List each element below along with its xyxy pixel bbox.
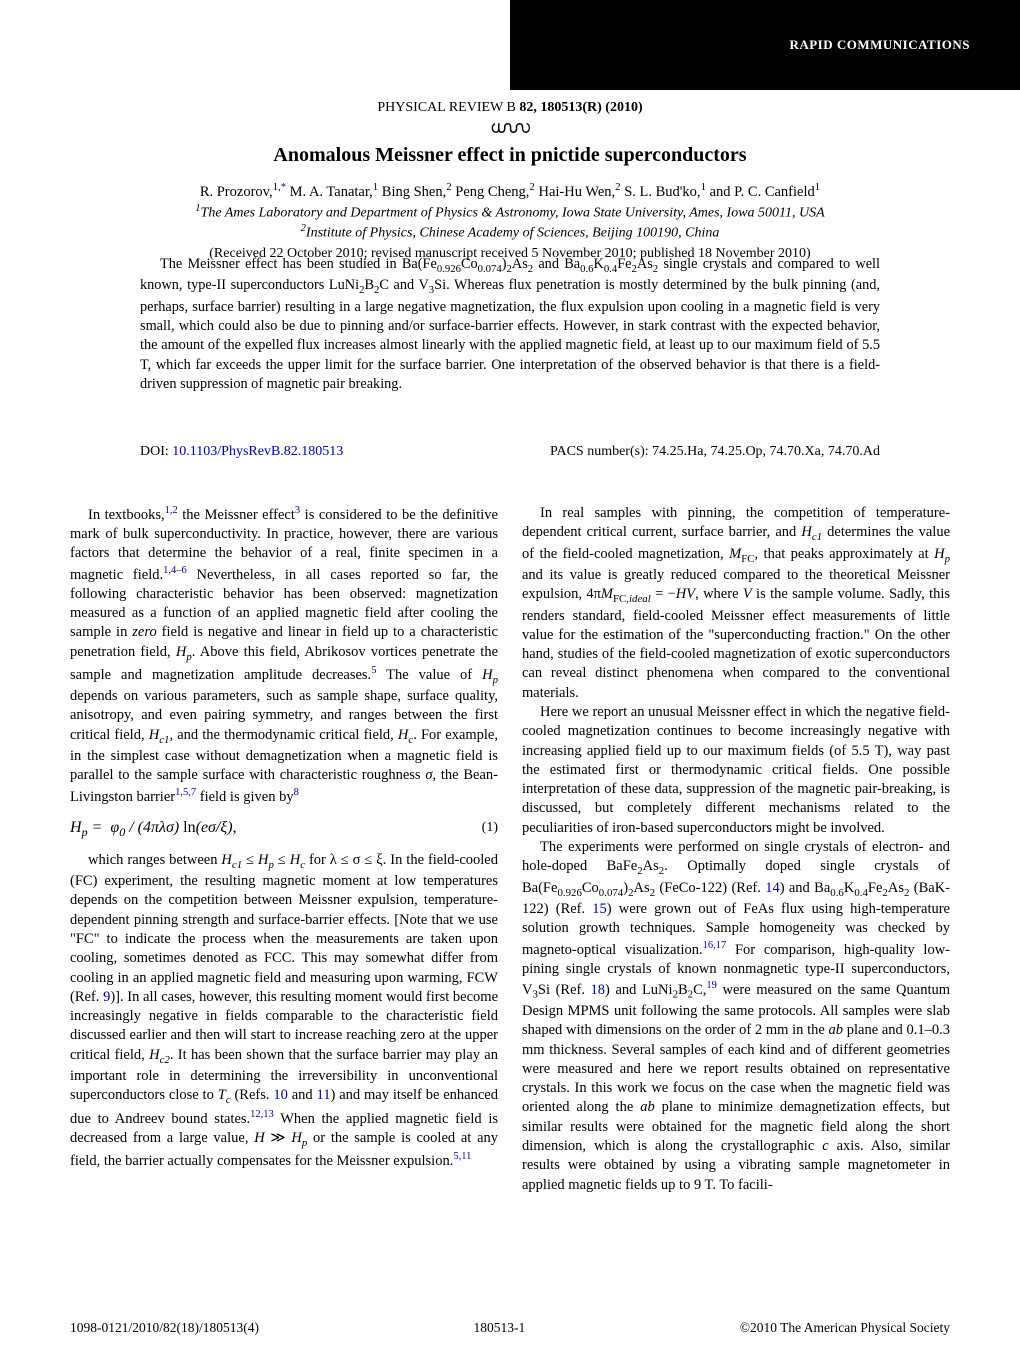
equation-number: (1) bbox=[482, 819, 498, 838]
doi-block: DOI: 10.1103/PhysRevB.82.180513 bbox=[140, 444, 343, 460]
volume-issue: 82, 180513(R) (2010) bbox=[519, 100, 642, 115]
equation-math: Hp = φ0 / (4πλσ) ln(eσ/ξ), bbox=[70, 817, 237, 841]
right-para-2: Here we report an unusual Meissner effec… bbox=[522, 703, 950, 838]
authors-line: R. Prozorov,1,* M. A. Tanatar,1 Bing She… bbox=[0, 181, 1020, 201]
pacs-text: PACS number(s): 74.25.Ha, 74.25.Op, 74.7… bbox=[550, 444, 880, 460]
doi-label: DOI: bbox=[140, 444, 169, 459]
affiliation-1: 1The Ames Laboratory and Department of P… bbox=[0, 203, 1020, 222]
left-column: In textbooks,1,2 the Meissner effect3 is… bbox=[70, 504, 498, 1308]
doi-link[interactable]: 10.1103/PhysRevB.82.180513 bbox=[172, 444, 343, 459]
affiliation-2: 2Institute of Physics, Chinese Academy o… bbox=[0, 223, 1020, 242]
footer-left: 1098-0121/2010/82(18)/180513(4) bbox=[70, 1320, 259, 1336]
doi-pacs-row: DOI: 10.1103/PhysRevB.82.180513 PACS num… bbox=[140, 444, 880, 460]
left-para-2: which ranges between Hc1 ≤ Hp ≤ Hc for λ… bbox=[70, 851, 498, 1171]
right-para-3: The experiments were performed on single… bbox=[522, 838, 950, 1195]
rapid-communications-banner: RAPID COMMUNICATIONS bbox=[510, 0, 1020, 90]
banner-text: RAPID COMMUNICATIONS bbox=[789, 37, 970, 53]
paper-header: PHYSICAL REVIEW B 82, 180513(R) (2010) ൝… bbox=[0, 100, 1020, 262]
aps-logo-symbol: ൝ bbox=[0, 118, 1020, 136]
right-column: In real samples with pinning, the compet… bbox=[522, 504, 950, 1308]
journal-line: PHYSICAL REVIEW B 82, 180513(R) (2010) bbox=[0, 100, 1020, 116]
right-para-1: In real samples with pinning, the compet… bbox=[522, 504, 950, 703]
journal-name: PHYSICAL REVIEW B bbox=[377, 100, 515, 115]
equation-1: Hp = φ0 / (4πλσ) ln(eσ/ξ), (1) bbox=[70, 817, 498, 841]
abstract: The Meissner effect has been studied in … bbox=[140, 255, 880, 394]
footer-center: 180513-1 bbox=[474, 1320, 526, 1336]
body-columns: In textbooks,1,2 the Meissner effect3 is… bbox=[70, 504, 950, 1308]
paper-title: Anomalous Meissner effect in pnictide su… bbox=[0, 144, 1020, 167]
page-footer: 1098-0121/2010/82(18)/180513(4) 180513-1… bbox=[70, 1320, 950, 1336]
abstract-text: The Meissner effect has been studied in … bbox=[140, 255, 880, 394]
left-para-1: In textbooks,1,2 the Meissner effect3 is… bbox=[70, 504, 498, 807]
footer-right: ©2010 The American Physical Society bbox=[740, 1320, 950, 1336]
